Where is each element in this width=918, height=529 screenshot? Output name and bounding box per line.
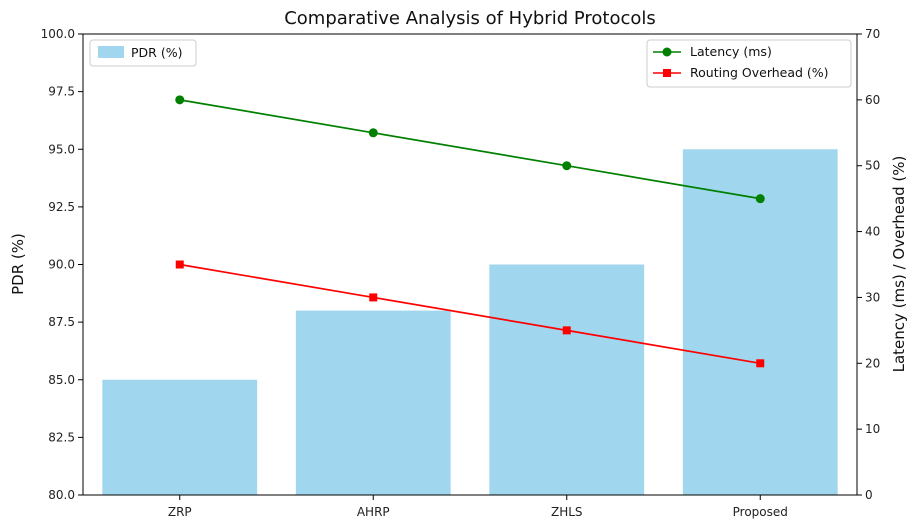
left-tick-label: 92.5 [48, 200, 75, 214]
legend-overhead-marker [663, 69, 671, 77]
bar-zhls [489, 264, 645, 495]
legend-lines-box [646, 39, 852, 88]
right-tick-label: 40 [865, 225, 880, 239]
right-tick-label: 30 [865, 290, 880, 304]
right-tick-label: 50 [865, 159, 880, 173]
x-axis: ZRP AHRP ZHLS Proposed [168, 495, 788, 519]
left-tick-label: 85.0 [48, 373, 75, 387]
point-1-2 [562, 326, 571, 335]
left-tick-label: 90.0 [48, 258, 75, 272]
legend-latency-marker [662, 47, 672, 57]
left-tick-label: 80.0 [48, 488, 75, 502]
right-y-axis-title: Latency (ms) / Overhead (%) [890, 156, 908, 373]
left-y-axis-title: PDR (%) [9, 233, 27, 295]
right-tick-label: 20 [865, 356, 880, 370]
bar-ahrp [295, 310, 451, 495]
left-tick-label: 87.5 [48, 315, 75, 329]
series-line-0 [179, 99, 761, 200]
legend-latency-label: Latency (ms) [690, 44, 772, 59]
point-1-0 [175, 260, 184, 269]
point-0-3 [755, 194, 765, 204]
point-1-3 [756, 359, 765, 368]
legend-overhead-label: Routing Overhead (%) [690, 65, 829, 80]
lines-layer [175, 95, 765, 368]
legend-bars: PDR (%) [89, 39, 197, 67]
right-tick-label: 70 [865, 27, 880, 41]
bar-proposed [682, 149, 838, 495]
x-tick-label: Proposed [733, 505, 788, 519]
legend-lines: Latency (ms) Routing Overhead (%) [646, 39, 852, 88]
point-1-1 [369, 293, 378, 302]
point-0-0 [175, 95, 185, 105]
left-tick-label: 82.5 [48, 430, 75, 444]
legend-bars-label: PDR (%) [131, 45, 182, 60]
x-tick-label: AHRP [357, 505, 390, 519]
left-tick-label: 100.0 [41, 27, 75, 41]
left-tick-label: 95.0 [48, 142, 75, 156]
chart-title: Comparative Analysis of Hybrid Protocols [284, 8, 656, 29]
x-tick-label: ZHLS [551, 505, 583, 519]
bar-zrp [102, 379, 258, 495]
right-tick-label: 60 [865, 93, 880, 107]
legend-bars-swatch [98, 46, 124, 58]
left-tick-label: 97.5 [48, 85, 75, 99]
x-tick-label: ZRP [168, 505, 192, 519]
bars-layer [102, 149, 838, 495]
series-line-1 [179, 263, 761, 365]
right-y-axis: 0 10 20 30 40 50 60 70 [857, 27, 880, 502]
right-tick-label: 10 [865, 422, 880, 436]
left-y-axis: 80.0 82.5 85.0 87.5 90.0 92.5 95.0 97.5 100.0 [41, 27, 83, 502]
right-tick-label: 0 [865, 488, 873, 502]
point-0-1 [368, 128, 378, 138]
point-0-2 [562, 161, 572, 171]
